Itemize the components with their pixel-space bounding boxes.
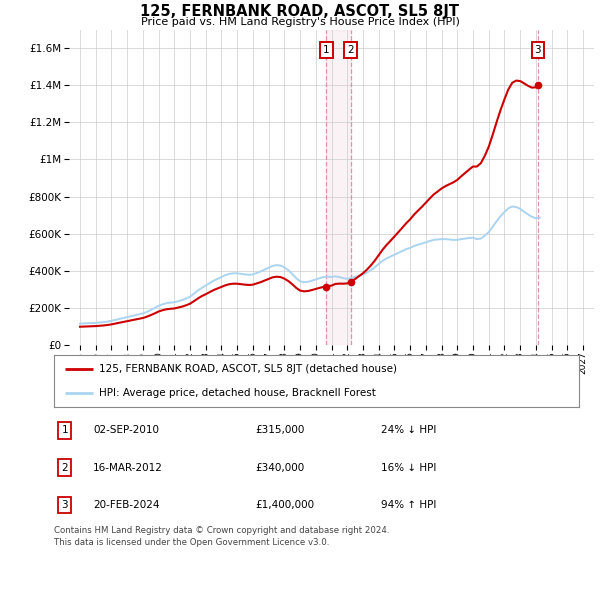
Text: £1,400,000: £1,400,000 <box>255 500 314 510</box>
Text: 2: 2 <box>347 45 354 55</box>
Text: 94% ↑ HPI: 94% ↑ HPI <box>381 500 436 510</box>
Text: 3: 3 <box>535 45 541 55</box>
Text: 1: 1 <box>323 45 329 55</box>
Text: HPI: Average price, detached house, Bracknell Forest: HPI: Average price, detached house, Brac… <box>98 388 376 398</box>
Text: £340,000: £340,000 <box>255 463 304 473</box>
Text: 20-FEB-2024: 20-FEB-2024 <box>93 500 160 510</box>
Text: 2: 2 <box>61 463 68 473</box>
Text: £315,000: £315,000 <box>255 425 304 435</box>
Bar <box>326 30 350 345</box>
Text: Price paid vs. HM Land Registry's House Price Index (HPI): Price paid vs. HM Land Registry's House … <box>140 17 460 27</box>
Text: 16-MAR-2012: 16-MAR-2012 <box>93 463 163 473</box>
Text: 1: 1 <box>61 425 68 435</box>
Text: 24% ↓ HPI: 24% ↓ HPI <box>381 425 436 435</box>
Text: Contains HM Land Registry data © Crown copyright and database right 2024.
This d: Contains HM Land Registry data © Crown c… <box>54 526 389 547</box>
Text: 125, FERNBANK ROAD, ASCOT, SL5 8JT: 125, FERNBANK ROAD, ASCOT, SL5 8JT <box>140 4 460 19</box>
Text: 16% ↓ HPI: 16% ↓ HPI <box>381 463 436 473</box>
Text: 125, FERNBANK ROAD, ASCOT, SL5 8JT (detached house): 125, FERNBANK ROAD, ASCOT, SL5 8JT (deta… <box>98 364 397 374</box>
Text: 02-SEP-2010: 02-SEP-2010 <box>93 425 159 435</box>
Text: 3: 3 <box>61 500 68 510</box>
